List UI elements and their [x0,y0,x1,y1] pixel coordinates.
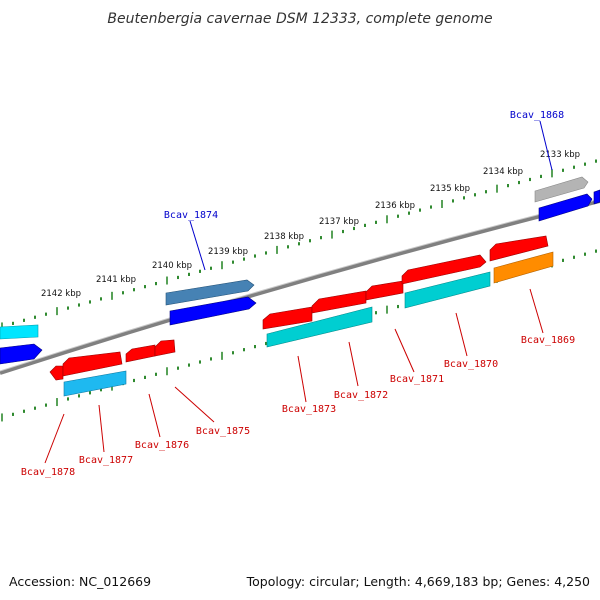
gene-label-bcav1878: Bcav_1878 [21,467,75,478]
scale-label: 2136 kbp [375,201,415,211]
gene-block-bcav1868-gray [534,176,589,203]
genome-backbone-highlight [0,198,600,372]
gene-label-group-bcav1874: Bcav_1874 [164,210,218,271]
gene-label-bcav1873: Bcav_1873 [282,404,336,415]
gene-label-group-bcav1875: Bcav_1875 [174,386,250,437]
gene-block-edge-blue [593,189,600,205]
gene-block-bcav1877-red [62,351,123,377]
gene-block-bcav1869-red [489,235,549,262]
gene-label-group-bcav1878: Bcav_1878 [21,413,75,478]
gene-block-bcav1871-red [365,280,404,301]
scale-label: 2141 kbp [96,275,136,285]
gene-label-bcav1875: Bcav_1875 [196,426,250,437]
gene-label-group-bcav1869: Bcav_1869 [521,288,575,346]
gene-label-group-bcav1876: Bcav_1876 [135,393,189,451]
gene-block-bcav1869-orange [493,251,554,284]
map-title: Beutenbergia cavernae DSM 12333, complet… [107,11,492,27]
tick-row-outer [1,159,597,331]
topology-summary: Topology: circular; Length: 4,669,183 bp… [246,574,590,589]
gene-label-bcav1877: Bcav_1877 [79,455,133,466]
gene-block-bcav1875-red [154,339,176,357]
scale-labels: 2133 kbp 2134 kbp 2135 kbp 2136 kbp 2137 kbp… [41,150,580,299]
gene-block-bcav1870-cyan [404,271,491,309]
gene-block-bcav1872-red [311,290,367,314]
gene-features [0,176,600,397]
gene-label-bcav1874: Bcav_1874 [164,210,218,221]
scale-label: 2135 kbp [430,184,470,194]
gene-label-bcav1876: Bcav_1876 [135,440,189,451]
accession-label: Accession: NC_012669 [9,574,152,589]
gene-label-group-bcav1872: Bcav_1872 [334,341,388,401]
gene-block-bcav1877-skyblue [63,370,127,397]
gene-label-group-bcav1873: Bcav_1873 [282,355,336,415]
gene-block-bcav1870-red [401,254,487,285]
scale-label: 2142 kbp [41,289,81,299]
gene-label-bcav1871: Bcav_1871 [390,374,444,385]
gene-block-left-blue [0,343,43,365]
gene-block-left-cyan [0,324,39,340]
gene-label-bcav1868: Bcav_1868 [510,110,564,121]
gene-block-bcav1872-cyan [266,306,373,348]
scale-label: 2133 kbp [540,150,580,160]
gene-block-bcav1874-blue [169,296,257,326]
scale-label: 2137 kbp [319,217,359,227]
genome-backbone [0,199,600,375]
scale-label: 2140 kbp [152,261,192,271]
gene-block-bcav1876-red [125,344,156,363]
gene-label-group-bcav1868: Bcav_1868 [510,110,564,171]
gene-label-group-bcav1871: Bcav_1871 [390,328,444,385]
gene-label-bcav1872: Bcav_1872 [334,390,388,401]
gene-block-bcav1873-red [262,306,313,330]
gene-label-bcav1870: Bcav_1870 [444,359,498,370]
gene-block-bcav1878-red [49,365,64,381]
scale-label: 2139 kbp [208,247,248,257]
gene-block-bcav1874-steel [165,279,255,306]
gene-label-group-bcav1870: Bcav_1870 [444,312,498,370]
gene-label-group-bcav1877: Bcav_1877 [79,404,133,466]
gene-label-bcav1869: Bcav_1869 [521,335,575,346]
scale-label: 2134 kbp [483,167,523,177]
scale-label: 2138 kbp [264,232,304,242]
gene-block-bcav1868-blue [538,193,593,222]
